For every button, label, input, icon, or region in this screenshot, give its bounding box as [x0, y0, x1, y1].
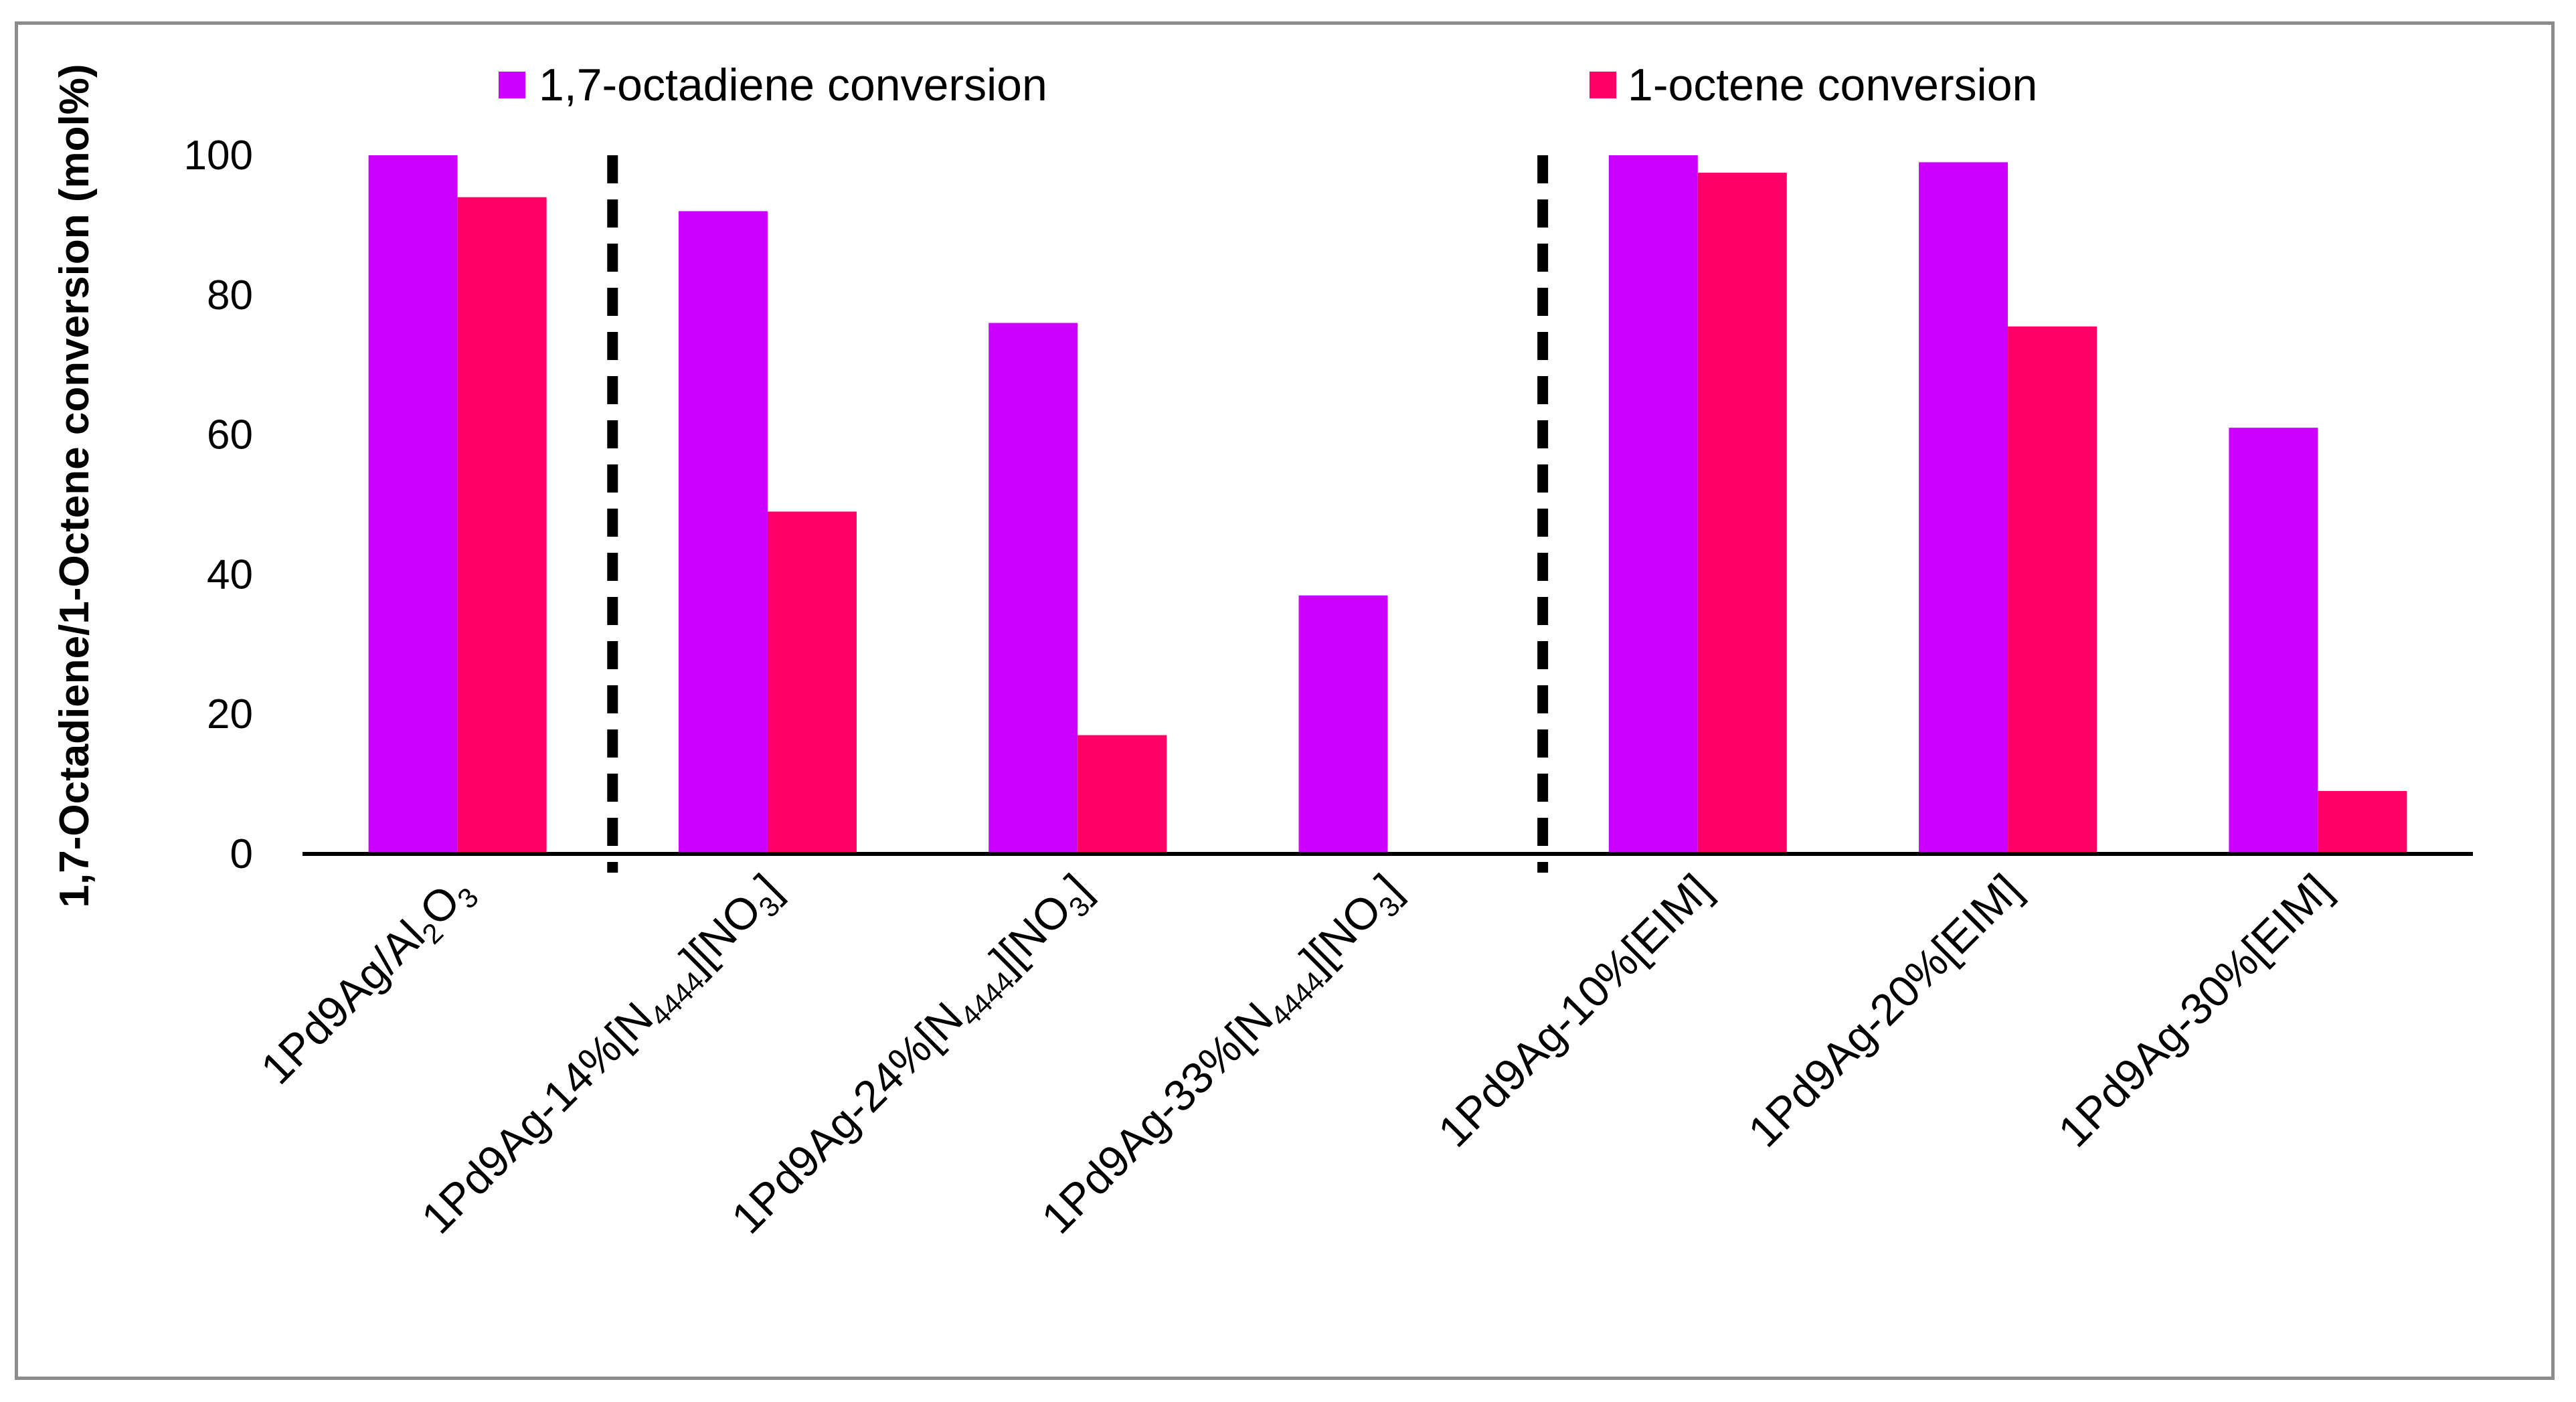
- legend-swatch-octene: [1590, 72, 1616, 98]
- y-tick-label: 60: [207, 412, 253, 458]
- bar-octadiene-6: [2229, 428, 2318, 854]
- y-tick-label: 80: [207, 272, 253, 319]
- y-tick-label: 100: [184, 133, 253, 179]
- category-label-part: 1Pd9Ag-30%[EIM]: [2049, 865, 2340, 1156]
- legend-label-octene: 1-octene conversion: [1628, 60, 2037, 110]
- category-label-6: 1Pd9Ag-30%[EIM]: [2049, 865, 2340, 1156]
- separators: [607, 155, 1549, 873]
- bar-octene-1: [767, 511, 857, 854]
- category-label-2: 1Pd9Ag-24%[N4444​][NO3​]: [722, 865, 1105, 1247]
- bar-octadiene-3: [1298, 595, 1388, 854]
- bar-octadiene-5: [1919, 162, 2008, 855]
- y-tick-label: 40: [207, 551, 253, 598]
- category-label-part: 1Pd9Ag-10%[EIM]: [1428, 865, 1720, 1156]
- y-axis-ticks: 0 20 40 60 80 100: [184, 133, 253, 877]
- category-label-5: 1Pd9Ag-20%[EIM]: [1739, 865, 2031, 1156]
- category-label-4: 1Pd9Ag-10%[EIM]: [1428, 865, 1720, 1156]
- category-label-part: 1Pd9Ag-33%[N: [1032, 992, 1282, 1243]
- bar-octene-2: [1078, 735, 1167, 854]
- category-label-1: 1Pd9Ag-14%[N4444​][NO3​]: [412, 865, 794, 1247]
- legend-swatch-octadiene: [499, 72, 525, 98]
- category-label-part: 1Pd9Ag-14%[N: [412, 992, 662, 1243]
- bar-octene-0: [457, 197, 547, 854]
- category-label-part: 1Pd9Ag-20%[EIM]: [1739, 865, 2031, 1156]
- y-tick-label: 0: [230, 831, 253, 877]
- bar-octadiene-2: [989, 323, 1078, 854]
- bar-octene-5: [2008, 326, 2097, 854]
- category-label-part: 1Pd9Ag-24%[N: [722, 992, 972, 1243]
- bar-octadiene-0: [368, 155, 458, 854]
- bars: [368, 155, 2407, 855]
- category-label-3: 1Pd9Ag-33%[N4444​][NO3​]: [1032, 865, 1415, 1247]
- bar-octene-4: [1697, 173, 1787, 855]
- bar-octadiene-4: [1608, 155, 1698, 854]
- bar-octene-6: [2318, 791, 2407, 854]
- category-label-0: 1Pd9Ag/Al2​O3​: [251, 865, 485, 1098]
- legend: 1,7-octadiene conversion 1-octene conver…: [499, 60, 2037, 110]
- legend-label-octadiene: 1,7-octadiene conversion: [539, 60, 1047, 110]
- y-axis-title: 1,7-Octadiene/1-Octene conversion (mol%): [52, 64, 98, 907]
- x-axis-labels: 1Pd9Ag/Al2​O3​1Pd9Ag-14%[N4444​][NO3​]1P…: [251, 865, 2340, 1247]
- category-label-part: 1Pd9Ag/Al: [251, 911, 434, 1093]
- y-tick-label: 20: [207, 691, 253, 737]
- bar-octadiene-1: [678, 211, 768, 854]
